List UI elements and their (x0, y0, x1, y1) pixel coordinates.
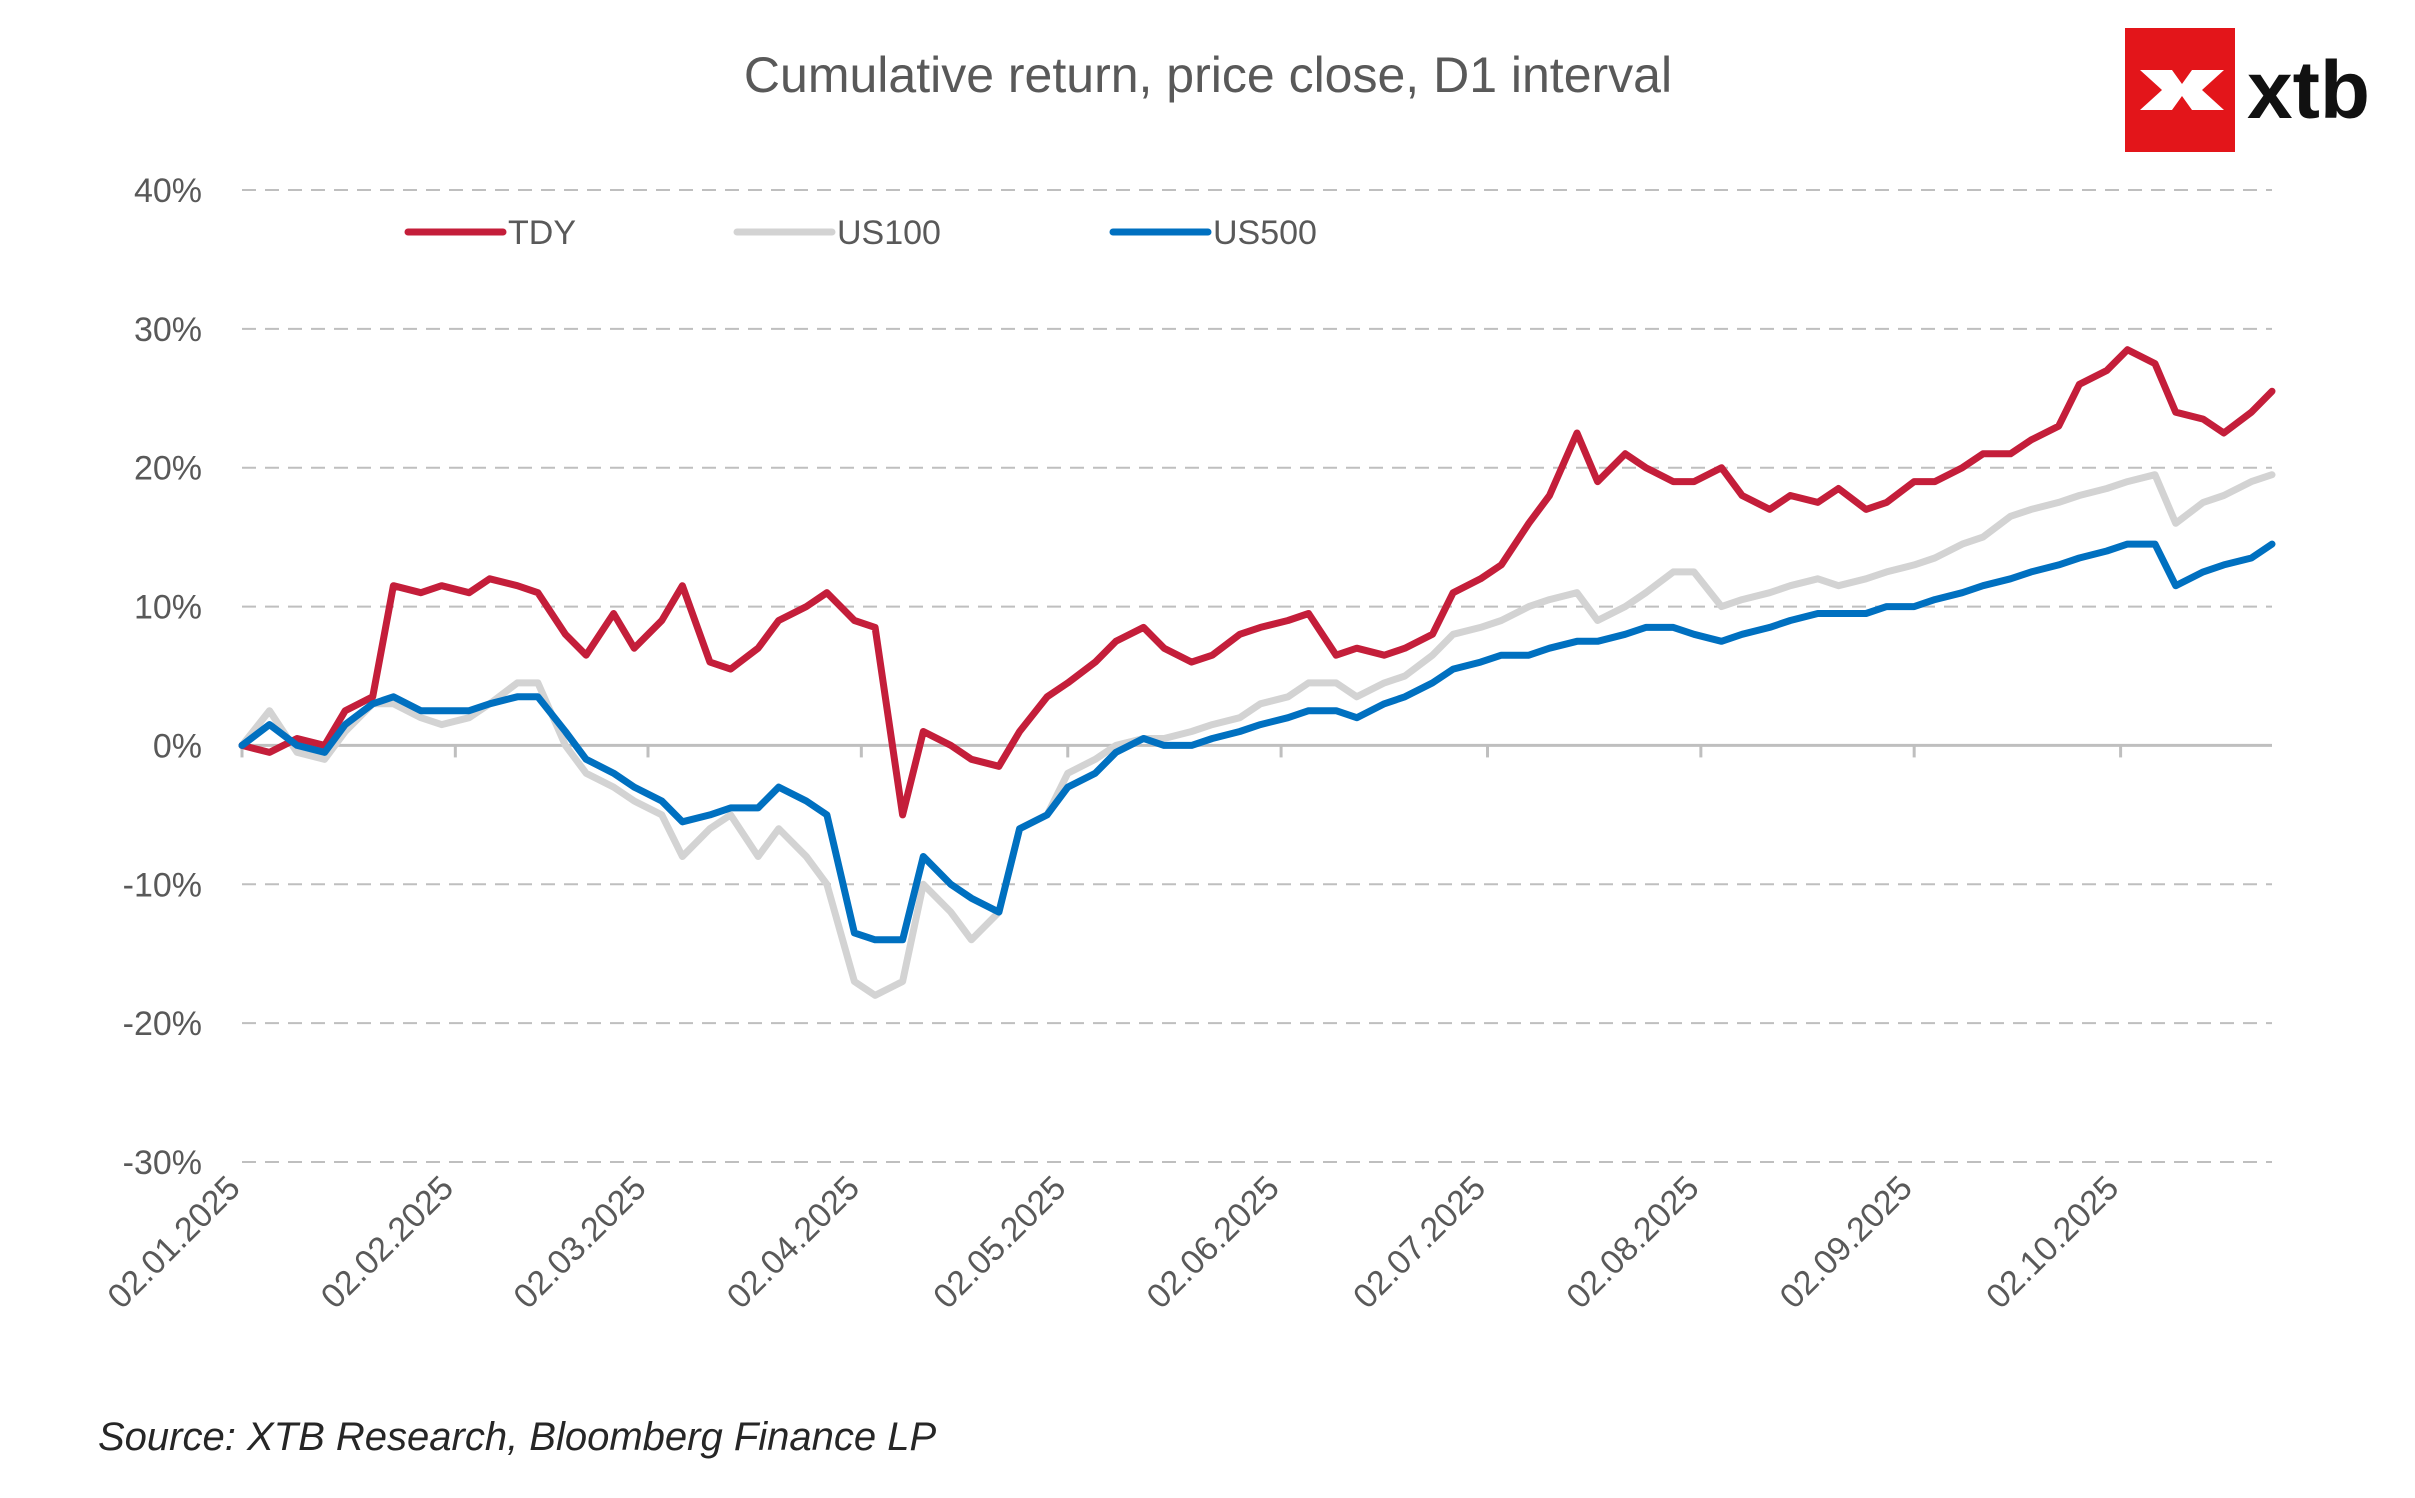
xtb-logo: xtb (2125, 28, 2370, 152)
y-tick-label: 0% (153, 727, 202, 765)
legend-label: US500 (1213, 214, 1317, 252)
y-tick-label: -10% (123, 866, 202, 904)
x-tick-label: 02.03.2025 (506, 1169, 653, 1316)
y-tick-label: -20% (123, 1005, 202, 1043)
x-tick-label: 02.04.2025 (720, 1169, 867, 1316)
chart-title: Cumulative return, price close, D1 inter… (744, 47, 1672, 103)
x-tick-label: 02.01.2025 (100, 1169, 247, 1316)
x-tick-label: 02.09.2025 (1773, 1169, 1920, 1316)
legend: TDY US100 US500 (404, 214, 1317, 252)
legend-item-us100: US100 (733, 214, 941, 252)
legend-label: TDY (508, 214, 576, 252)
x-tick-label: 02.06.2025 (1140, 1169, 1287, 1316)
x-tick-label: 02.02.2025 (314, 1169, 461, 1316)
series-line-tdy (238, 346, 2276, 819)
gridlines (242, 189, 2272, 1163)
x-tick-label: 02.10.2025 (1979, 1169, 2126, 1316)
logo-text: xtb (2247, 45, 2370, 136)
legend-label: US100 (837, 214, 941, 252)
xtb-arrows-shape (2140, 70, 2224, 110)
series-line-us100 (238, 471, 2276, 999)
y-tick-label: 30% (134, 311, 202, 349)
legend-item-us500: US500 (1109, 214, 1317, 252)
series-line-us500 (238, 540, 2276, 944)
x-tick-label: 02.05.2025 (926, 1169, 1073, 1316)
y-tick-label: -30% (123, 1144, 202, 1182)
y-tick-label: 10% (134, 589, 202, 627)
legend-item-tdy: TDY (404, 214, 576, 252)
x-tick-label: 02.07.2025 (1346, 1169, 1493, 1316)
source-note: Source: XTB Research, Bloomberg Finance … (98, 1415, 937, 1459)
y-tick-label: 20% (134, 450, 202, 488)
series (238, 346, 2276, 999)
x-tick-label: 02.08.2025 (1559, 1169, 1706, 1316)
y-tick-label: 40% (134, 172, 202, 210)
